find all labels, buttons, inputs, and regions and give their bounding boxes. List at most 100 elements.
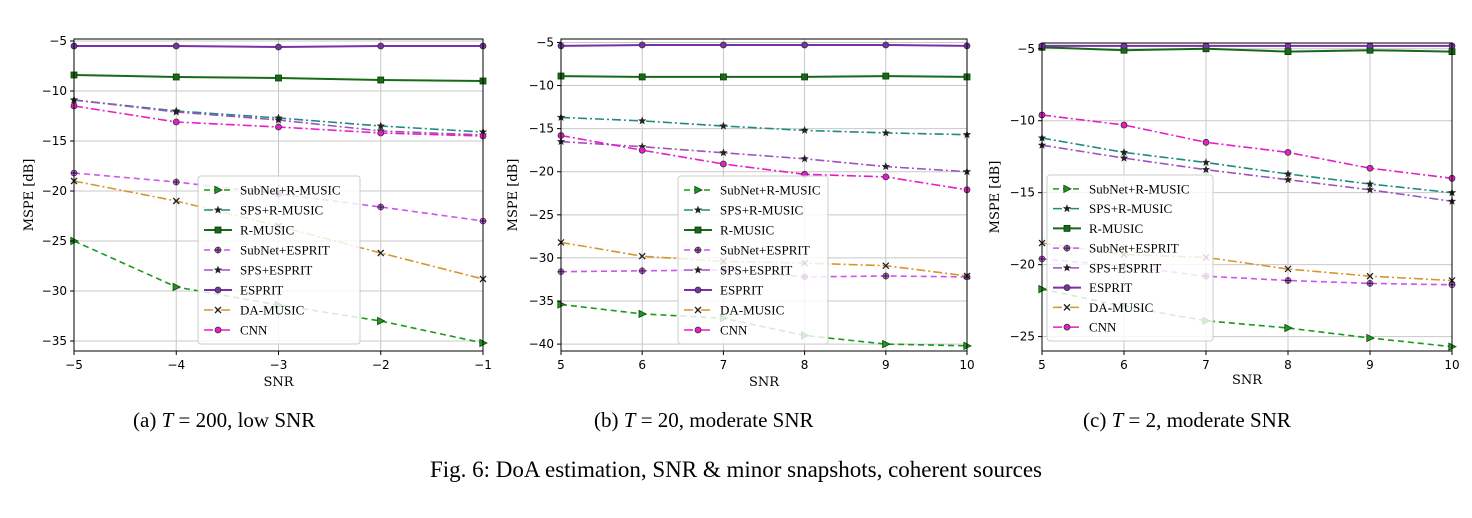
y-tick-label: −20 [529,165,554,179]
y-tick-label: −15 [529,122,554,136]
legend-label: CNN [240,323,268,338]
legend-item: SubNet+ESPRIT [204,243,330,258]
subcaption-a: (a) T = 200, low SNR [133,408,315,433]
legend-item: SubNet+ESPRIT [684,243,810,258]
y-axis-label: MSPE [dB] [988,161,1003,234]
legend-item: ESPRIT [204,283,283,298]
data-point [638,41,646,49]
legend-label: SPS+ESPRIT [240,263,312,278]
legend-label: SPS+R-MUSIC [240,203,323,218]
legend-item: SPS+R-MUSIC [684,203,803,218]
legend-label: R-MUSIC [720,223,774,238]
y-tick-label: −25 [1010,330,1035,344]
legend-marker [1062,204,1072,213]
legend-label: DA-MUSIC [240,303,304,318]
data-point [275,43,282,51]
legend-item: CNN [204,323,268,338]
data-point [882,72,890,80]
series-line [1041,258,1453,286]
series-line [1041,114,1453,180]
legend-item: R-MUSIC [684,223,774,238]
subcaption-a-prefix: (a) [133,408,162,432]
legend-label: SPS+R-MUSIC [1089,201,1172,216]
legend-label: SubNet+R-MUSIC [240,183,341,198]
x-tick-label: −2 [372,358,390,372]
legend-label: CNN [720,323,748,338]
data-point [1202,42,1210,50]
legend-item: CNN [684,323,748,338]
y-tick-label: −5 [536,35,554,49]
legend-item: SubNet+R-MUSIC [684,183,821,198]
data-point [377,129,385,137]
legend-box [197,175,361,345]
data-point [377,249,385,257]
data-point [638,73,646,81]
subcaption-b: (b) T = 20, moderate SNR [594,408,814,433]
x-tick-label: 6 [1120,358,1128,372]
data-point [172,197,180,205]
legend-label: SubNet+R-MUSIC [720,183,821,198]
data-point [882,41,890,49]
legend: SubNet+R-MUSIC SPS+R-MUSIC R-MUSIC SubNet+E… [1046,174,1214,342]
subcaption-c: (c) T = 2, moderate SNR [1083,408,1291,433]
subcaption-b-rest: = 20, moderate SNR [635,408,814,432]
data-point [1284,42,1292,50]
data-point [1202,138,1210,146]
x-tick-label: 9 [882,358,890,372]
y-tick-label: −5 [49,34,67,48]
legend-marker [1063,303,1071,311]
legend-marker [1063,284,1071,292]
legend-marker [214,306,222,314]
legend-marker [214,286,222,294]
data-point [172,42,180,50]
data-point [638,309,648,319]
legend-item: SubNet+R-MUSIC [204,183,341,198]
legend-item: SPS+ESPRIT [684,263,792,278]
legend-marker [1062,263,1072,272]
data-point [638,146,646,154]
series-line [560,75,968,78]
series-line [1041,46,1453,53]
legend-box [1046,174,1214,342]
legend-label: CNN [1089,320,1117,335]
y-tick-label: −5 [1017,42,1035,56]
x-tick-label: −5 [65,358,83,372]
data-point [881,162,891,171]
legend-marker [694,286,702,294]
legend-label: SubNet+ESPRIT [720,243,810,258]
subcaption-a-rest: = 200, low SNR [173,408,316,432]
data-point [377,203,385,211]
series-line [1041,288,1453,348]
x-tick-label: 7 [720,358,728,372]
legend-item: DA-MUSIC [1053,300,1153,315]
legend-marker [214,185,223,195]
series-esprit [1038,42,1456,50]
data-point [1201,158,1211,167]
y-tick-label: −10 [42,84,67,98]
data-point [172,107,181,116]
legend-label: SPS+ESPRIT [1089,260,1161,275]
y-axis-label: MSPE [dB] [506,159,521,232]
legend-item: SPS+ESPRIT [204,263,312,278]
data-point [719,121,728,130]
data-point [172,73,180,81]
legend-marker [1063,244,1071,252]
data-point [1284,265,1292,273]
x-axis-label: SNR [1232,373,1263,388]
series-line [1041,144,1453,203]
legend-marker [213,265,223,274]
data-point [1284,276,1292,284]
legend: SubNet+R-MUSIC SPS+R-MUSIC R-MUSIC SubNet+E… [677,175,829,345]
data-point [801,73,808,81]
legend: SubNet+R-MUSIC SPS+R-MUSIC R-MUSIC SubNet+E… [197,175,361,345]
y-tick-label: −40 [529,337,554,351]
data-point [377,76,385,84]
legend-label: SPS+R-MUSIC [720,203,803,218]
data-point [800,125,809,134]
x-tick-label: 5 [1038,358,1046,372]
legend-marker [694,226,702,234]
legend-label: R-MUSIC [240,223,294,238]
legend-marker [694,246,702,254]
x-tick-label: −3 [270,358,288,372]
legend-label: ESPRIT [720,283,763,298]
